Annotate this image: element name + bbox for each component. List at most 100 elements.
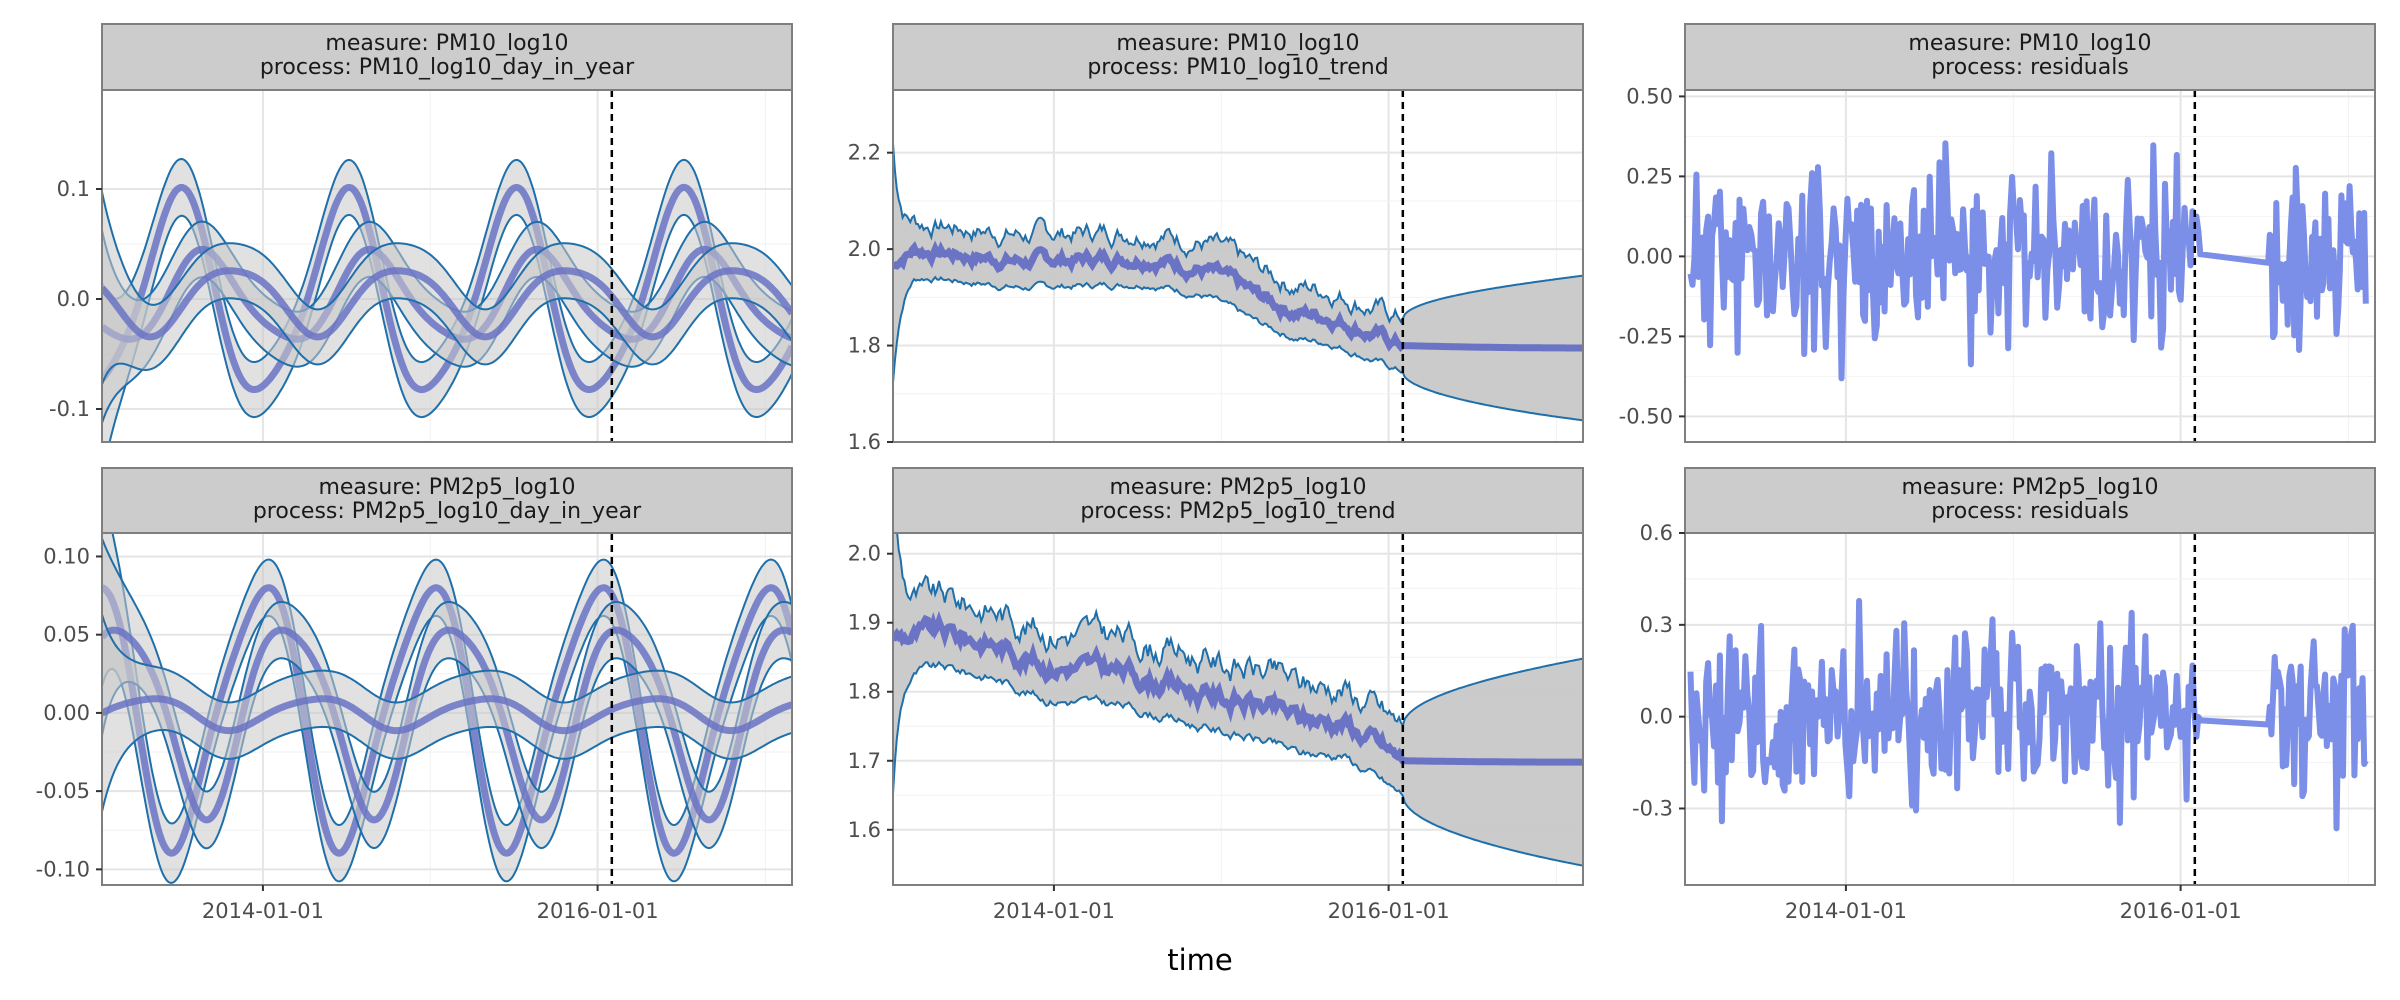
x-tick-label: 2016-01-01 bbox=[2120, 899, 2242, 923]
panel-border bbox=[1684, 89, 2376, 443]
strip-label: measure: PM10_log10 bbox=[1116, 31, 1359, 56]
plot-area bbox=[102, 157, 792, 442]
residual-line bbox=[1687, 140, 2369, 382]
y-tick-label: 0.00 bbox=[1626, 244, 1673, 268]
strip-label: process: residuals bbox=[1931, 499, 2129, 524]
strip-background bbox=[1684, 23, 2376, 91]
y-tick-label: 1.8 bbox=[848, 680, 881, 704]
seasonal-mean-line bbox=[102, 267, 792, 341]
y-tick-label: -0.05 bbox=[36, 779, 90, 803]
band-upper-edge bbox=[893, 143, 1583, 325]
plot-area bbox=[893, 143, 1583, 422]
band-lower-edge bbox=[108, 213, 792, 442]
uncertainty-band bbox=[102, 191, 792, 385]
strip-label: process: PM10_log10_trend bbox=[1087, 55, 1388, 80]
y-axis: -0.50 -0.25 0.00 0.25 0.50 bbox=[1619, 84, 1685, 428]
y-axis: -0.1 0.0 0.1 bbox=[49, 177, 102, 421]
panel-border bbox=[101, 89, 793, 443]
band-lower-edge bbox=[102, 725, 792, 812]
y-axis: 1.6 1.8 2.0 2.2 bbox=[848, 141, 893, 454]
trend-mean-line bbox=[893, 240, 1583, 353]
plot-area bbox=[1687, 140, 2369, 382]
y-tick-label: 1.6 bbox=[848, 430, 881, 454]
y-tick-label: 0.00 bbox=[43, 701, 90, 725]
y-tick-label: 0.25 bbox=[1626, 164, 1673, 188]
y-tick-label: 1.7 bbox=[848, 749, 881, 773]
y-tick-label: 1.6 bbox=[848, 818, 881, 842]
strip-label: measure: PM2p5_log10 bbox=[1901, 475, 2158, 500]
uncertainty-band bbox=[102, 614, 792, 812]
y-tick-label: 0.3 bbox=[1640, 613, 1673, 637]
y-tick-label: -0.10 bbox=[36, 857, 90, 881]
panel-border bbox=[892, 532, 1584, 886]
y-tick-label: -0.1 bbox=[49, 397, 90, 421]
x-tick-label: 2014-01-01 bbox=[993, 899, 1115, 923]
y-tick-label: 2.0 bbox=[848, 237, 881, 261]
strip-label: process: PM2p5_log10_day_in_year bbox=[253, 499, 642, 524]
y-axis: -0.3 0.0 0.3 0.6 bbox=[1632, 521, 1685, 820]
trend-mean-line bbox=[893, 610, 1583, 766]
band-lower-edge bbox=[102, 657, 792, 850]
y-tick-label: 0.1 bbox=[57, 177, 90, 201]
strip-background bbox=[101, 467, 793, 534]
band-upper-edge bbox=[896, 533, 1583, 729]
y-tick-label: 0.6 bbox=[1640, 521, 1673, 545]
x-axis: 2014-01-01 2016-01-01 bbox=[993, 885, 1450, 923]
y-tick-label: -0.3 bbox=[1632, 796, 1673, 820]
y-tick-label: 2.2 bbox=[848, 141, 881, 165]
panel-border bbox=[892, 89, 1584, 443]
y-tick-label: 0.0 bbox=[57, 287, 90, 311]
y-tick-label: 0.0 bbox=[1640, 705, 1673, 729]
strip-label: process: PM2p5_log10_trend bbox=[1080, 499, 1395, 524]
band-upper-edge bbox=[111, 533, 792, 827]
y-tick-label: 1.8 bbox=[848, 334, 881, 358]
seasonal-mean-line bbox=[102, 626, 792, 824]
x-axis: 2014-01-01 2016-01-01 bbox=[1785, 885, 2242, 923]
panel-border bbox=[1684, 532, 2376, 886]
y-tick-label: -0.50 bbox=[1619, 404, 1673, 428]
strip-label: measure: PM10_log10 bbox=[1908, 31, 2151, 56]
strip-label: measure: PM2p5_log10 bbox=[318, 475, 575, 500]
y-tick-label: -0.25 bbox=[1619, 324, 1673, 348]
plot-area bbox=[1687, 597, 2369, 832]
band-lower-edge bbox=[893, 275, 1583, 422]
y-tick-label: 0.10 bbox=[43, 544, 90, 568]
x-tick-label: 2014-01-01 bbox=[202, 899, 324, 923]
strip-label: measure: PM2p5_log10 bbox=[1109, 475, 1366, 500]
y-tick-label: 1.9 bbox=[848, 611, 881, 635]
x-tick-label: 2016-01-01 bbox=[1328, 899, 1450, 923]
strip-background bbox=[101, 23, 793, 91]
band-lower-edge bbox=[102, 297, 792, 385]
band-lower-edge bbox=[893, 660, 1583, 867]
strip-label: process: residuals bbox=[1931, 55, 2129, 80]
band-upper-edge bbox=[102, 191, 792, 311]
y-axis: 1.6 1.7 1.8 1.9 2.0 bbox=[848, 542, 893, 842]
uncertainty-band bbox=[102, 538, 792, 849]
panel-border bbox=[101, 532, 793, 886]
plot-area bbox=[102, 533, 792, 885]
plot-area bbox=[893, 533, 1583, 867]
strip-label: measure: PM10_log10 bbox=[325, 31, 568, 56]
x-tick-label: 2014-01-01 bbox=[1785, 899, 1907, 923]
y-tick-label: 0.05 bbox=[43, 623, 90, 647]
band-upper-edge bbox=[102, 614, 792, 704]
x-tick-label: 2016-01-01 bbox=[537, 899, 659, 923]
strip-background bbox=[892, 23, 1584, 91]
residual-line bbox=[1687, 597, 2369, 832]
y-axis: -0.10 -0.05 0.00 0.05 0.10 bbox=[36, 544, 102, 881]
y-tick-label: 0.50 bbox=[1626, 84, 1673, 108]
y-tick-label: 2.0 bbox=[848, 542, 881, 566]
x-axis-title: time bbox=[1167, 943, 1233, 977]
strip-background bbox=[892, 467, 1584, 534]
strip-label: process: PM10_log10_day_in_year bbox=[260, 55, 635, 80]
x-axis: 2014-01-01 2016-01-01 bbox=[202, 885, 659, 923]
seasonal-mean-line bbox=[102, 695, 792, 735]
